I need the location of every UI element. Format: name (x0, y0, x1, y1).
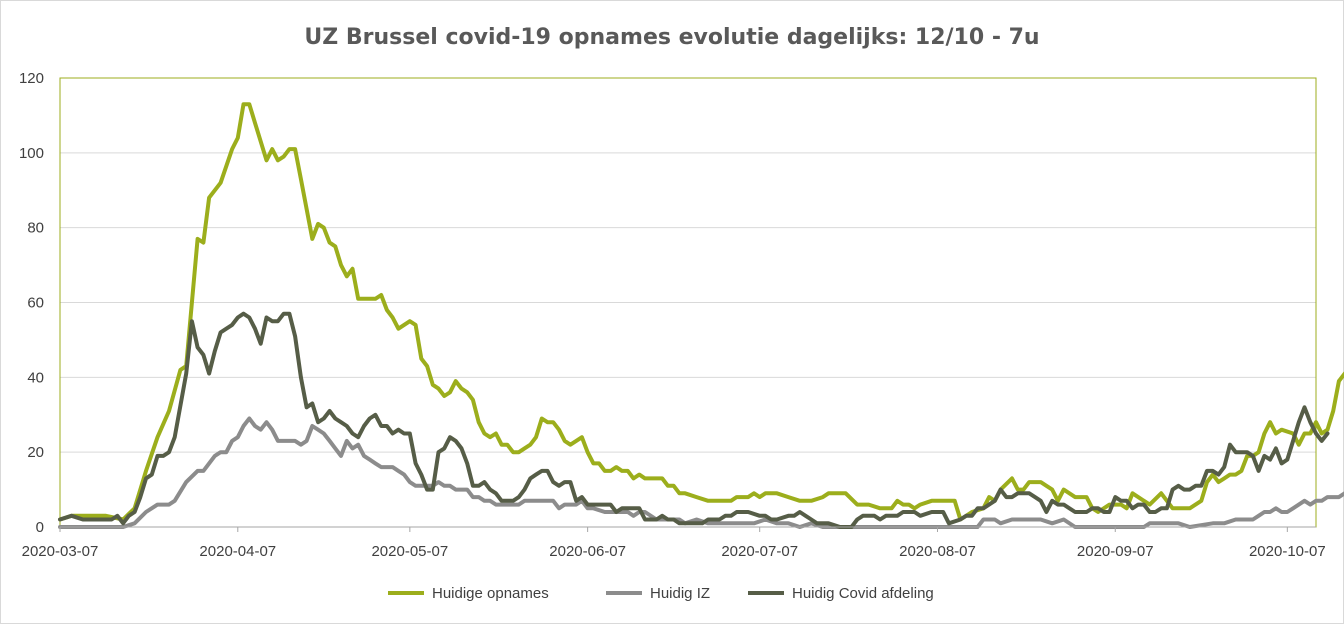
x-tick-label: 2020-10-07 (1249, 543, 1326, 560)
legend: Huidige opnames Huidig IZ Huidig Covid afd… (388, 585, 934, 602)
legend-label: Huidig Covid afdeling (792, 585, 934, 602)
chart-title: UZ Brussel covid-19 opnames evolutie dag… (304, 25, 1039, 50)
y-axis: 0 20 40 60 80 100 120 (19, 70, 44, 536)
legend-label: Huidige opnames (432, 585, 549, 602)
y-tick-label: 120 (19, 70, 44, 87)
x-tick-label: 2020-06-07 (549, 543, 626, 560)
y-tick-label: 80 (27, 220, 44, 237)
x-tick-label: 2020-07-07 (721, 543, 798, 560)
x-tick-label: 2020-08-07 (899, 543, 976, 560)
series-lines (58, 102, 1344, 529)
x-tick-label: 2020-05-07 (371, 543, 448, 560)
x-axis: 2020-03-07 2020-04-07 2020-05-07 2020-06-07… (22, 526, 1326, 560)
y-tick-label: 20 (27, 444, 44, 461)
series-line-1 (58, 416, 1344, 529)
y-tick-label: 100 (19, 145, 44, 162)
y-tick-label: 40 (27, 369, 44, 386)
x-tick-label: 2020-04-07 (199, 543, 276, 560)
y-tick-label: 0 (36, 519, 44, 536)
x-tick-label: 2020-03-07 (22, 543, 99, 560)
x-tick-label: 2020-09-07 (1077, 543, 1154, 560)
legend-label: Huidig IZ (650, 585, 710, 602)
series-line-2 (58, 311, 1330, 529)
series-line-0 (58, 102, 1344, 522)
y-tick-label: 60 (27, 295, 44, 312)
